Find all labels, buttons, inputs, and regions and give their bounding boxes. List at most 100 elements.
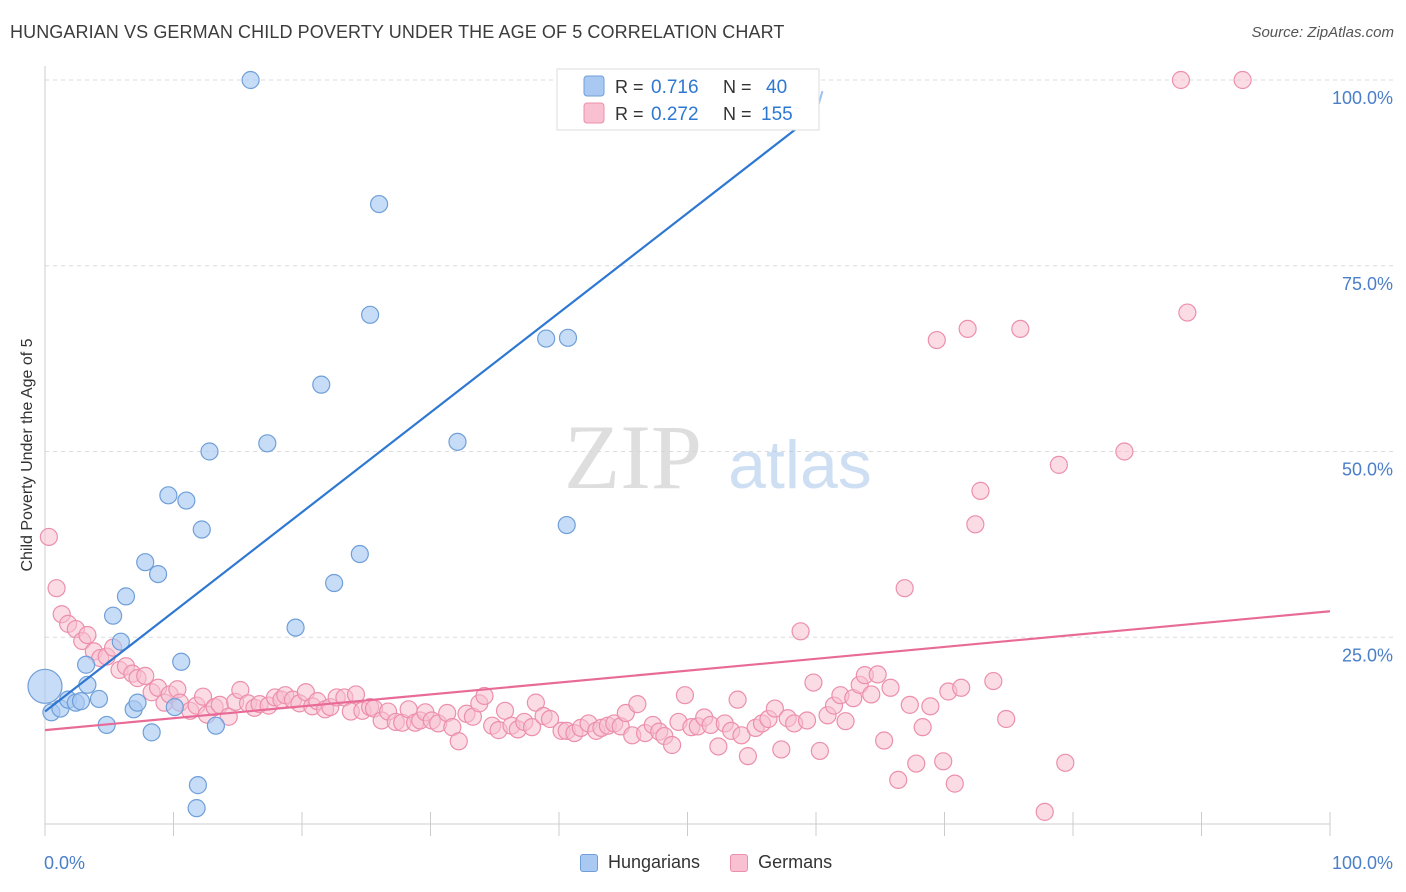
german-point xyxy=(1171,70,1191,90)
german-point xyxy=(738,747,757,766)
german-point xyxy=(78,625,97,645)
y-tick-label: 50.0% xyxy=(1342,460,1393,480)
german-point xyxy=(231,680,250,700)
axes xyxy=(44,66,1331,836)
legend-item-hungarians[interactable]: Hungarians xyxy=(580,852,700,873)
legend-n-value-2: 155 xyxy=(761,104,793,125)
watermark-zip: ZIP xyxy=(564,406,702,508)
hungarian-point xyxy=(104,606,123,625)
watermark-atlas: atlas xyxy=(728,427,872,503)
german-point xyxy=(1056,753,1075,772)
german-point xyxy=(797,711,817,730)
legend-swatch-hungarians xyxy=(583,75,605,97)
hungarian-point xyxy=(159,486,178,505)
legend-r-value-2: 0.272 xyxy=(651,104,699,125)
hungarian-point xyxy=(142,723,161,742)
x-tick-label-min: 0.0% xyxy=(44,853,85,873)
germans-trend-line xyxy=(44,610,1331,732)
legend-r-label-2: R = xyxy=(615,104,644,124)
germans-label: Germans xyxy=(758,852,833,872)
german-point xyxy=(895,579,914,598)
hungarian-point xyxy=(148,564,168,584)
german-point xyxy=(921,697,940,716)
hungarian-point xyxy=(116,587,136,606)
hungarians-swatch xyxy=(580,853,598,872)
legend-n-label-2: N = xyxy=(723,104,752,124)
hungarian-point xyxy=(325,573,344,593)
legend-r-label-1: R = xyxy=(615,77,644,97)
german-point xyxy=(971,481,990,500)
german-point xyxy=(1233,70,1252,90)
german-point xyxy=(732,726,751,745)
hungarian-point xyxy=(350,544,369,564)
y-tick-label: 100.0% xyxy=(1332,88,1393,108)
bottom-legend: Hungarians Germans xyxy=(580,852,862,873)
german-point xyxy=(952,678,971,697)
german-point xyxy=(804,673,823,692)
german-point xyxy=(193,687,213,706)
german-point xyxy=(136,666,155,685)
hungarians-trend-line xyxy=(44,112,817,713)
german-point xyxy=(810,741,829,761)
hungarian-point xyxy=(177,491,196,510)
german-point xyxy=(540,709,560,729)
german-point xyxy=(927,330,946,350)
hungarian-point xyxy=(71,692,91,711)
german-point xyxy=(39,527,58,547)
german-point xyxy=(966,515,985,534)
legend-n-label-1: N = xyxy=(723,77,752,97)
legend-item-germans[interactable]: Germans xyxy=(730,852,832,873)
legend-box: R = 0.716 N = 40 R = 0.272 N = 155 xyxy=(556,68,820,131)
y-tick-label: 75.0% xyxy=(1342,274,1393,294)
german-point xyxy=(881,678,900,697)
germans-swatch xyxy=(730,853,749,872)
german-point xyxy=(709,737,728,756)
hungarian-point xyxy=(557,515,576,535)
hungarian-point xyxy=(172,652,191,671)
hungarian-point xyxy=(111,632,130,651)
source-label: Source: ZipAtlas.com xyxy=(1251,24,1394,41)
hungarian-point xyxy=(558,328,578,347)
german-point xyxy=(958,319,977,339)
german-point xyxy=(984,671,1003,691)
hungarian-point xyxy=(188,776,208,795)
german-point xyxy=(449,732,468,751)
german-point xyxy=(934,752,953,771)
hungarian-point xyxy=(537,329,556,348)
german-point xyxy=(675,686,695,705)
german-point xyxy=(907,754,926,773)
hungarian-point xyxy=(361,305,380,324)
hungarians-label: Hungarians xyxy=(608,852,701,872)
german-point xyxy=(1049,455,1068,474)
legend-r-value-1: 0.716 xyxy=(651,77,699,98)
hungarian-point xyxy=(187,799,206,818)
legend-swatch-germans xyxy=(583,102,605,124)
german-point xyxy=(346,685,366,704)
german-point xyxy=(772,740,791,759)
german-point xyxy=(868,665,887,684)
german-point xyxy=(889,770,908,790)
german-point xyxy=(862,685,881,704)
hungarian-point xyxy=(77,655,96,674)
hungarian-point xyxy=(136,553,155,572)
german-point xyxy=(1178,303,1197,322)
hungarian-point xyxy=(206,716,226,735)
y-tick-label: 25.0% xyxy=(1342,645,1393,665)
german-point xyxy=(875,731,894,750)
german-point xyxy=(628,695,647,714)
hungarian-point xyxy=(286,618,305,637)
hungarian-point xyxy=(200,442,219,461)
chart-title: HUNGARIAN VS GERMAN CHILD POVERTY UNDER … xyxy=(10,22,785,42)
hungarian-point xyxy=(448,432,467,451)
german-point xyxy=(997,709,1016,729)
hungarian-point xyxy=(312,375,331,394)
x-tick-label-max: 100.0% xyxy=(1332,853,1393,873)
german-point xyxy=(522,718,542,737)
german-point xyxy=(791,622,810,641)
german-point xyxy=(662,735,682,755)
hungarian-point xyxy=(241,70,260,90)
hungarian-point xyxy=(27,668,63,704)
hungarian-point xyxy=(165,697,184,717)
hungarian-point xyxy=(370,194,389,214)
y-tick-labels: 25.0% 50.0% 75.0% 100.0% xyxy=(1332,88,1393,665)
